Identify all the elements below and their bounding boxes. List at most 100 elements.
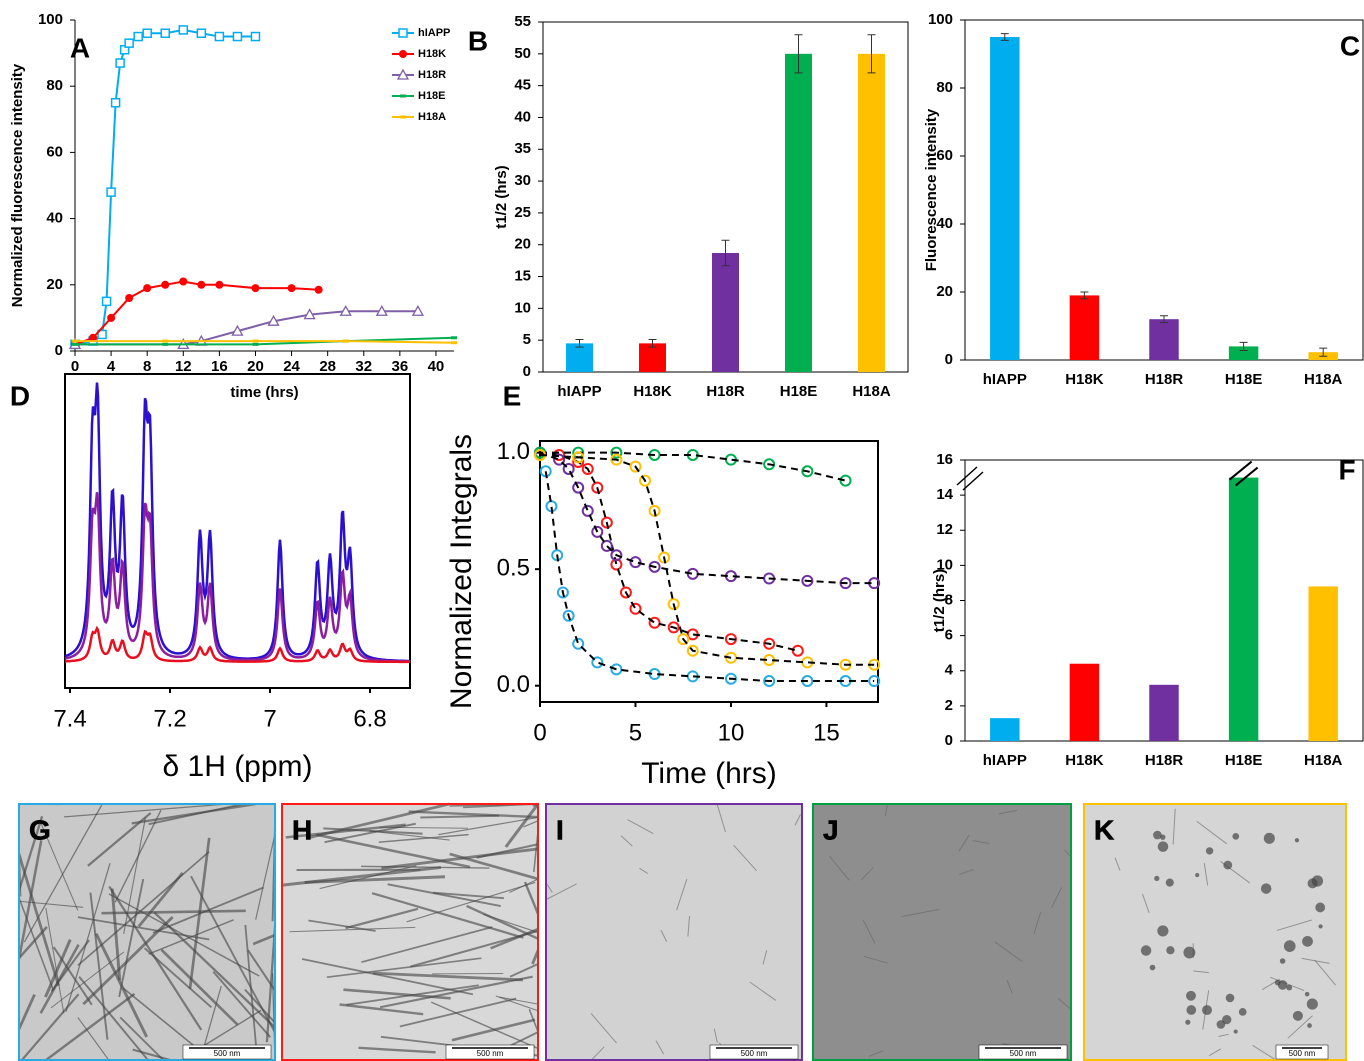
y-tick-label: 80 xyxy=(936,79,953,96)
texture xyxy=(323,827,423,835)
texture xyxy=(794,814,801,826)
texture xyxy=(316,833,471,869)
panel: D 7.4 7.2 7 6.8 δ 1H (ppm) xyxy=(10,373,411,783)
data-point xyxy=(231,324,244,336)
x-tick-label: 5 xyxy=(629,719,642,746)
texture xyxy=(378,833,469,843)
texture xyxy=(17,815,44,891)
texture xyxy=(1283,940,1296,952)
fit-line xyxy=(540,451,846,482)
y-tick-label: 100 xyxy=(928,11,953,28)
micrograph-label: I xyxy=(556,814,564,845)
x-tick-label: H18R xyxy=(1145,371,1184,388)
data-point xyxy=(600,516,613,529)
texture xyxy=(1292,1010,1303,1021)
texture xyxy=(862,919,876,944)
data-point xyxy=(677,633,690,646)
y-tick-label: 4 xyxy=(945,662,954,679)
data-point xyxy=(667,598,680,611)
series-line xyxy=(75,310,418,346)
texture xyxy=(345,907,419,930)
data-point xyxy=(610,663,623,676)
x-tick-label: 32 xyxy=(355,358,372,375)
data-point xyxy=(287,284,296,293)
bar xyxy=(1149,684,1179,741)
data-point xyxy=(556,586,569,599)
panel-label: E xyxy=(503,380,522,411)
micrograph: I 500 nm xyxy=(545,803,803,1061)
legend-label: H18R xyxy=(418,69,446,81)
data-point xyxy=(658,551,671,564)
texture xyxy=(1225,993,1235,1003)
data-point xyxy=(215,280,224,289)
texture xyxy=(433,891,504,900)
panel-label: F xyxy=(1338,454,1355,485)
bar xyxy=(990,37,1020,360)
bar xyxy=(638,343,667,372)
data-point xyxy=(572,637,585,650)
texture xyxy=(1307,1023,1312,1028)
texture xyxy=(131,802,257,825)
texture xyxy=(1157,925,1169,937)
data-point xyxy=(610,453,623,466)
texture xyxy=(1232,832,1240,840)
y-tick-label: 80 xyxy=(46,77,63,94)
y-tick-label: 20 xyxy=(46,276,63,293)
x-tick-label: 4 xyxy=(107,358,116,375)
texture xyxy=(1279,958,1286,964)
texture xyxy=(153,911,276,1029)
x-tick-label: 8 xyxy=(143,358,151,375)
x-tick-label: 15 xyxy=(813,719,840,746)
texture xyxy=(1304,991,1310,997)
y-tick-label: 55 xyxy=(514,13,531,30)
texture xyxy=(1314,959,1336,986)
data-point xyxy=(581,462,594,475)
texture xyxy=(1315,902,1326,913)
texture xyxy=(1223,860,1233,870)
y-axis-title: Normalized fluorescence intensity xyxy=(9,63,26,307)
bar xyxy=(1308,586,1338,741)
x-tick-label: H18E xyxy=(1225,371,1263,388)
y-tick-label: 60 xyxy=(46,143,63,160)
texture xyxy=(1238,1008,1247,1016)
y-tick-label: 40 xyxy=(514,108,531,125)
data-point xyxy=(686,644,699,657)
texture xyxy=(1306,998,1318,1010)
texture xyxy=(410,929,539,968)
micrograph-image xyxy=(546,804,802,1060)
x-tick-label: H18K xyxy=(1065,371,1104,388)
y-tick-label: 15 xyxy=(514,268,531,285)
x-tick-label: 7.4 xyxy=(53,705,86,732)
fit-line xyxy=(544,471,875,683)
texture xyxy=(1165,878,1174,887)
y-tick-label: 10 xyxy=(936,556,953,573)
micrograph-image xyxy=(19,804,275,1060)
y-tick-label: 40 xyxy=(46,210,63,227)
texture xyxy=(20,993,80,1061)
data-point xyxy=(639,474,652,487)
data-point xyxy=(763,637,776,650)
data-point xyxy=(801,574,814,587)
y-tick-label: 100 xyxy=(38,11,63,28)
x-axis-title: Time (hrs) xyxy=(641,757,777,790)
texture xyxy=(620,835,633,847)
data-point xyxy=(591,481,604,494)
data-point xyxy=(89,333,98,342)
y-tick-label: 25 xyxy=(514,204,531,221)
y-axis-title: Normalized Integrals xyxy=(445,434,478,709)
bar xyxy=(990,718,1020,741)
data-point xyxy=(610,549,623,562)
data-point xyxy=(339,304,352,316)
x-tick-label: 12 xyxy=(175,358,192,375)
bar xyxy=(1149,319,1179,360)
data-point xyxy=(591,656,604,669)
texture xyxy=(52,946,93,1006)
texture xyxy=(449,852,539,881)
data-point xyxy=(724,633,737,646)
x-tick-label: 6.8 xyxy=(353,705,386,732)
data-point xyxy=(629,556,642,569)
error-bar xyxy=(721,239,730,267)
texture xyxy=(1202,1005,1212,1016)
y-tick-label: 35 xyxy=(514,140,531,157)
data-point xyxy=(125,294,134,303)
